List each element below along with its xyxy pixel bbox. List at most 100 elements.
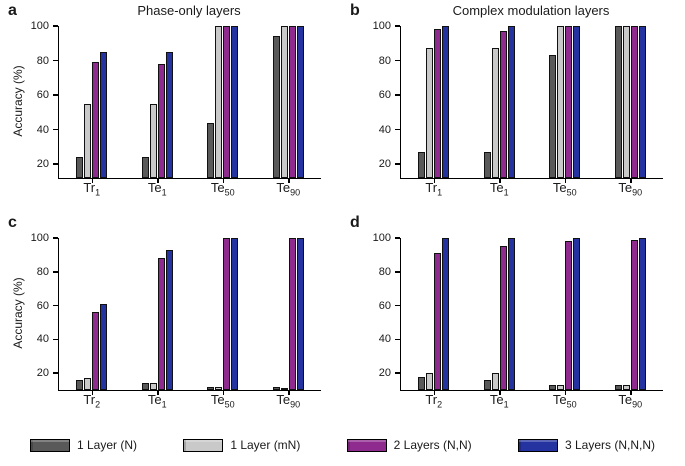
x-tick-mark — [288, 179, 290, 183]
bar-group: Te50 — [549, 238, 581, 410]
bar — [165, 51, 173, 178]
panel-c-plot-area: 20 40 60 80 100 Tr2 Te1 Te50 Te90 — [31, 232, 321, 410]
bar — [434, 253, 442, 390]
panel-letter-a: a — [8, 2, 17, 19]
legend-label: 2 Layers (N,N) — [393, 438, 472, 452]
x-tick-label: Te90 — [276, 180, 301, 198]
bar — [573, 238, 581, 390]
bar — [483, 152, 491, 178]
x-tick-mark — [91, 391, 94, 395]
bar-group: Te1 — [141, 238, 173, 410]
bar — [272, 36, 280, 178]
x-tick-mark — [433, 391, 436, 395]
y-tick-mark — [53, 163, 58, 165]
y-tick-label: 100 — [372, 232, 391, 244]
bar — [442, 26, 450, 178]
y-tick-mark — [395, 128, 400, 131]
y-tick-label: 40 — [36, 333, 49, 346]
bar — [426, 48, 434, 178]
bar — [215, 26, 223, 178]
y-tick-label: 40 — [378, 333, 391, 346]
y-tick-label: 20 — [378, 367, 391, 380]
bar-group: Te90 — [614, 26, 646, 198]
y-tick-mark — [53, 271, 58, 273]
x-tick-label: Te1 — [147, 392, 167, 410]
bar — [100, 51, 108, 178]
y-tick-mark — [395, 237, 400, 239]
x-tick-mark — [91, 179, 94, 183]
bar — [157, 258, 165, 390]
y-tick-mark — [395, 59, 400, 62]
x-tick-label: Te90 — [618, 180, 643, 198]
bar — [434, 29, 442, 178]
x-tick-mark — [288, 391, 290, 395]
x-tick-label: Te50 — [210, 180, 235, 198]
y-tick-mark — [53, 59, 58, 62]
y-tick-label: 100 — [30, 232, 49, 244]
bar — [76, 379, 84, 390]
bar — [622, 384, 630, 390]
bar-swatch-light-gray — [183, 438, 224, 452]
x-tick-label: Tr2 — [83, 392, 101, 410]
x-tick-mark — [157, 179, 159, 183]
bar — [549, 55, 557, 178]
panel-letter-d: d — [350, 214, 360, 231]
bar — [630, 26, 638, 178]
x-tick-mark — [222, 391, 225, 395]
bar-group: Tr1 — [418, 26, 450, 198]
x-tick-label: Te90 — [618, 392, 643, 410]
panel-b: b Complex modulation layers 20 40 60 80 100 T… — [342, 0, 684, 212]
x-tick-label: Tr1 — [425, 180, 443, 198]
bar — [491, 48, 499, 178]
bar — [426, 373, 434, 390]
bar — [565, 241, 573, 390]
bar — [215, 386, 223, 390]
bar — [92, 62, 100, 178]
x-tick-label: Te50 — [552, 180, 577, 198]
bar-group: Te50 — [549, 26, 581, 198]
panel-a-plot-area: 20 40 60 80 100 Tr1 Te1 Te50 Te90 — [31, 20, 321, 198]
bar — [84, 378, 92, 390]
bar-swatch-blue — [517, 438, 558, 452]
legend-label: 1 Layer (mN) — [230, 438, 301, 452]
x-tick-mark — [630, 391, 632, 395]
y-tick-label: 20 — [378, 158, 391, 171]
x-tick-mark — [564, 179, 567, 183]
panel-b-plot-area: 20 40 60 80 100 Tr1 Te1 Te50 Te90 — [373, 20, 663, 198]
bar-group: Tr1 — [76, 26, 108, 198]
y-tick-mark — [395, 94, 400, 96]
y-tick-label: 60 — [378, 89, 391, 102]
bar-group: Te1 — [483, 238, 515, 410]
y-tick-mark — [53, 237, 58, 239]
x-tick-mark — [222, 179, 225, 183]
x-tick-mark — [499, 391, 501, 395]
bar-group: Tr2 — [76, 238, 108, 410]
bar — [296, 26, 304, 178]
panel-a: a Phase-only layers Accuracy (%) 20 40 60 8… — [0, 0, 342, 212]
bar-group: Te90 — [272, 26, 304, 198]
y-tick-mark — [53, 94, 58, 96]
bar — [207, 386, 215, 390]
bar — [557, 26, 565, 178]
x-tick-label: Tr1 — [83, 180, 101, 198]
y-tick-label: 20 — [36, 367, 49, 380]
y-tick-mark — [53, 25, 58, 27]
bar-group: Te90 — [614, 238, 646, 410]
bar — [157, 64, 165, 178]
bar — [507, 238, 515, 390]
x-tick-label: Te50 — [552, 392, 577, 410]
legend-item: 1 Layer (mN) — [183, 438, 300, 452]
bar-groups: Tr1 Te1 Te50 Te90 — [401, 26, 663, 198]
panel-grid: a Phase-only layers Accuracy (%) 20 40 60 8… — [0, 0, 684, 410]
bar — [418, 376, 426, 390]
bar — [296, 238, 304, 390]
y-tick-label: 80 — [36, 54, 49, 67]
bar — [638, 238, 646, 390]
x-tick-label: Te90 — [276, 392, 301, 410]
bar — [549, 384, 557, 390]
bar-group: Te50 — [207, 26, 239, 198]
x-tick-label: Te1 — [489, 392, 509, 410]
bar-swatch-purple — [346, 438, 387, 452]
bar — [614, 26, 622, 178]
